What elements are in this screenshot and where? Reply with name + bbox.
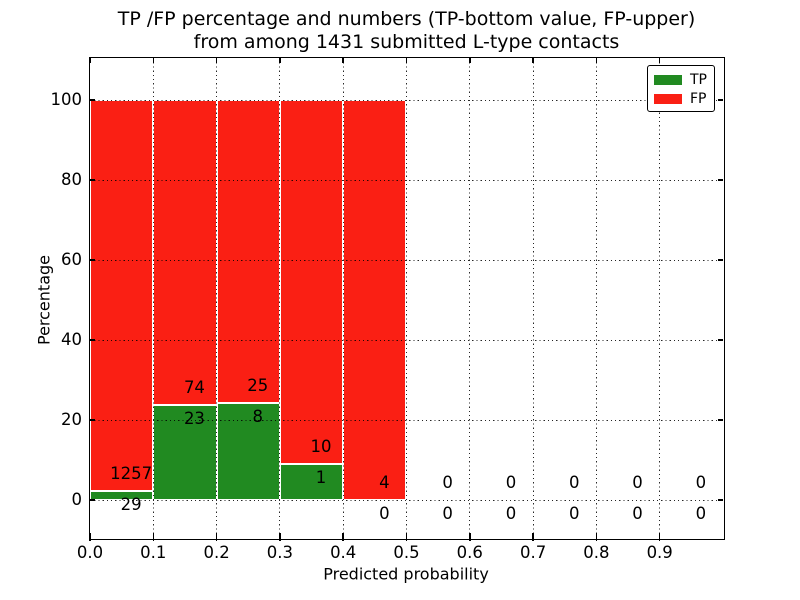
x-tick-mark-bottom bbox=[342, 533, 344, 541]
grid-line-vertical bbox=[406, 58, 407, 538]
legend: TP FP bbox=[647, 65, 715, 112]
x-tick-label: 0.3 bbox=[266, 543, 294, 562]
x-tick-mark-top bbox=[89, 58, 91, 63]
grid-line-vertical bbox=[342, 58, 344, 538]
grid-line-vertical bbox=[532, 58, 534, 538]
x-tick-mark-top bbox=[279, 58, 281, 63]
x-tick-label: 0.4 bbox=[330, 543, 357, 562]
tp-count-label: 0 bbox=[568, 504, 580, 524]
tp-count-label: 0 bbox=[695, 504, 707, 524]
y-tick-mark-right bbox=[718, 99, 723, 101]
y-tick-mark-right bbox=[718, 499, 723, 501]
y-tick-mark-left bbox=[90, 99, 95, 101]
tp-count-label: 8 bbox=[252, 407, 263, 427]
x-tick-mark-bottom bbox=[89, 533, 91, 541]
fp-count-label: 74 bbox=[183, 378, 205, 398]
x-tick-mark-top bbox=[469, 58, 471, 63]
bar-segment-fp bbox=[279, 100, 344, 464]
tp-count-label: 23 bbox=[183, 409, 205, 429]
y-tick-mark-left bbox=[90, 259, 95, 261]
x-tick-mark-top bbox=[405, 58, 408, 63]
x-tick-mark-top bbox=[342, 58, 344, 63]
fp-count-label: 4 bbox=[379, 473, 390, 493]
legend-label-fp: FP bbox=[690, 90, 707, 107]
tp-count-label: 1 bbox=[315, 467, 327, 487]
fp-count-label: 1257 bbox=[110, 464, 153, 484]
x-tick-label: 0.5 bbox=[393, 543, 420, 562]
fp-count-label: 10 bbox=[310, 436, 332, 456]
x-tick-mark-bottom bbox=[405, 533, 408, 541]
fp-count-label: 0 bbox=[505, 473, 517, 493]
x-tick-mark-bottom bbox=[152, 533, 155, 541]
tp-count-label: 0 bbox=[632, 504, 643, 524]
chart-title-line2: from among 1431 submitted L-type contact… bbox=[193, 31, 620, 53]
y-tick-mark-right bbox=[718, 339, 723, 341]
bar-segment-tp bbox=[279, 463, 344, 500]
x-tick-label: 0.6 bbox=[456, 543, 483, 562]
fp-count-label: 25 bbox=[247, 376, 269, 396]
grid-line-vertical bbox=[595, 58, 597, 538]
grid-line-vertical bbox=[469, 58, 471, 538]
x-tick-label: 0.8 bbox=[583, 543, 610, 562]
grid-line-vertical bbox=[279, 58, 281, 538]
y-tick-label: 20 bbox=[61, 409, 82, 429]
x-tick-mark-bottom bbox=[215, 533, 218, 541]
x-tick-label: 0.1 bbox=[140, 543, 167, 562]
y-tick-mark-right bbox=[718, 259, 723, 261]
y-tick-label: 60 bbox=[61, 249, 82, 269]
grid-line-vertical bbox=[152, 58, 154, 538]
bar-segment-fp bbox=[153, 100, 217, 406]
tp-count-label: 0 bbox=[442, 504, 453, 524]
fp-count-label: 0 bbox=[695, 473, 707, 493]
y-tick-mark-right bbox=[718, 179, 723, 181]
y-tick-label: 40 bbox=[61, 329, 82, 349]
x-tick-mark-bottom bbox=[532, 533, 534, 541]
legend-item-tp: TP bbox=[654, 70, 714, 89]
x-tick-label: 0.2 bbox=[203, 543, 230, 562]
x-tick-mark-bottom bbox=[469, 533, 471, 541]
legend-swatch-tp-icon bbox=[654, 74, 682, 85]
x-tick-mark-top bbox=[152, 58, 155, 63]
bar-segment-fp bbox=[90, 100, 154, 491]
x-tick-mark-top bbox=[532, 58, 534, 63]
bar-segment-tp bbox=[153, 405, 217, 500]
x-tick-label: 0.7 bbox=[519, 543, 547, 562]
chart-title: TP /FP percentage and numbers (TP-bottom… bbox=[90, 8, 723, 54]
x-tick-label: 0.9 bbox=[646, 543, 673, 562]
x-tick-label: 0.0 bbox=[76, 543, 104, 562]
x-tick-mark-top bbox=[215, 58, 218, 63]
legend-label-tp: TP bbox=[690, 71, 707, 88]
x-axis-label: Predicted probability bbox=[323, 564, 489, 584]
y-tick-label: 0 bbox=[71, 489, 83, 509]
y-tick-mark-left bbox=[90, 419, 95, 421]
y-tick-mark-left bbox=[90, 339, 95, 341]
grid-line-vertical bbox=[659, 58, 661, 538]
bar-segment-fp bbox=[216, 100, 280, 404]
grid-line-vertical bbox=[216, 58, 218, 538]
y-tick-mark-left bbox=[90, 179, 95, 181]
y-tick-label: 100 bbox=[50, 89, 83, 109]
tp-count-label: 0 bbox=[379, 504, 390, 524]
x-tick-mark-bottom bbox=[658, 533, 661, 541]
fp-count-label: 0 bbox=[632, 473, 643, 493]
tp-count-label: 29 bbox=[120, 495, 142, 515]
bar-segment-tp bbox=[90, 490, 154, 500]
x-tick-mark-bottom bbox=[279, 533, 281, 541]
bar-segment-tp bbox=[216, 403, 280, 500]
bar-segment-fp bbox=[343, 100, 407, 500]
legend-swatch-fp-icon bbox=[654, 93, 682, 104]
x-tick-mark-bottom bbox=[595, 533, 598, 541]
fp-count-label: 0 bbox=[568, 473, 580, 493]
y-tick-label: 80 bbox=[61, 169, 82, 189]
y-tick-mark-left bbox=[90, 499, 95, 501]
x-tick-mark-top bbox=[658, 58, 661, 63]
chart-title-line1: TP /FP percentage and numbers (TP-bottom… bbox=[117, 8, 696, 30]
x-tick-mark-top bbox=[595, 58, 598, 63]
fp-count-label: 0 bbox=[442, 473, 453, 493]
tp-count-label: 0 bbox=[505, 504, 517, 524]
legend-item-fp: FP bbox=[654, 89, 714, 108]
y-tick-mark-right bbox=[718, 419, 723, 421]
